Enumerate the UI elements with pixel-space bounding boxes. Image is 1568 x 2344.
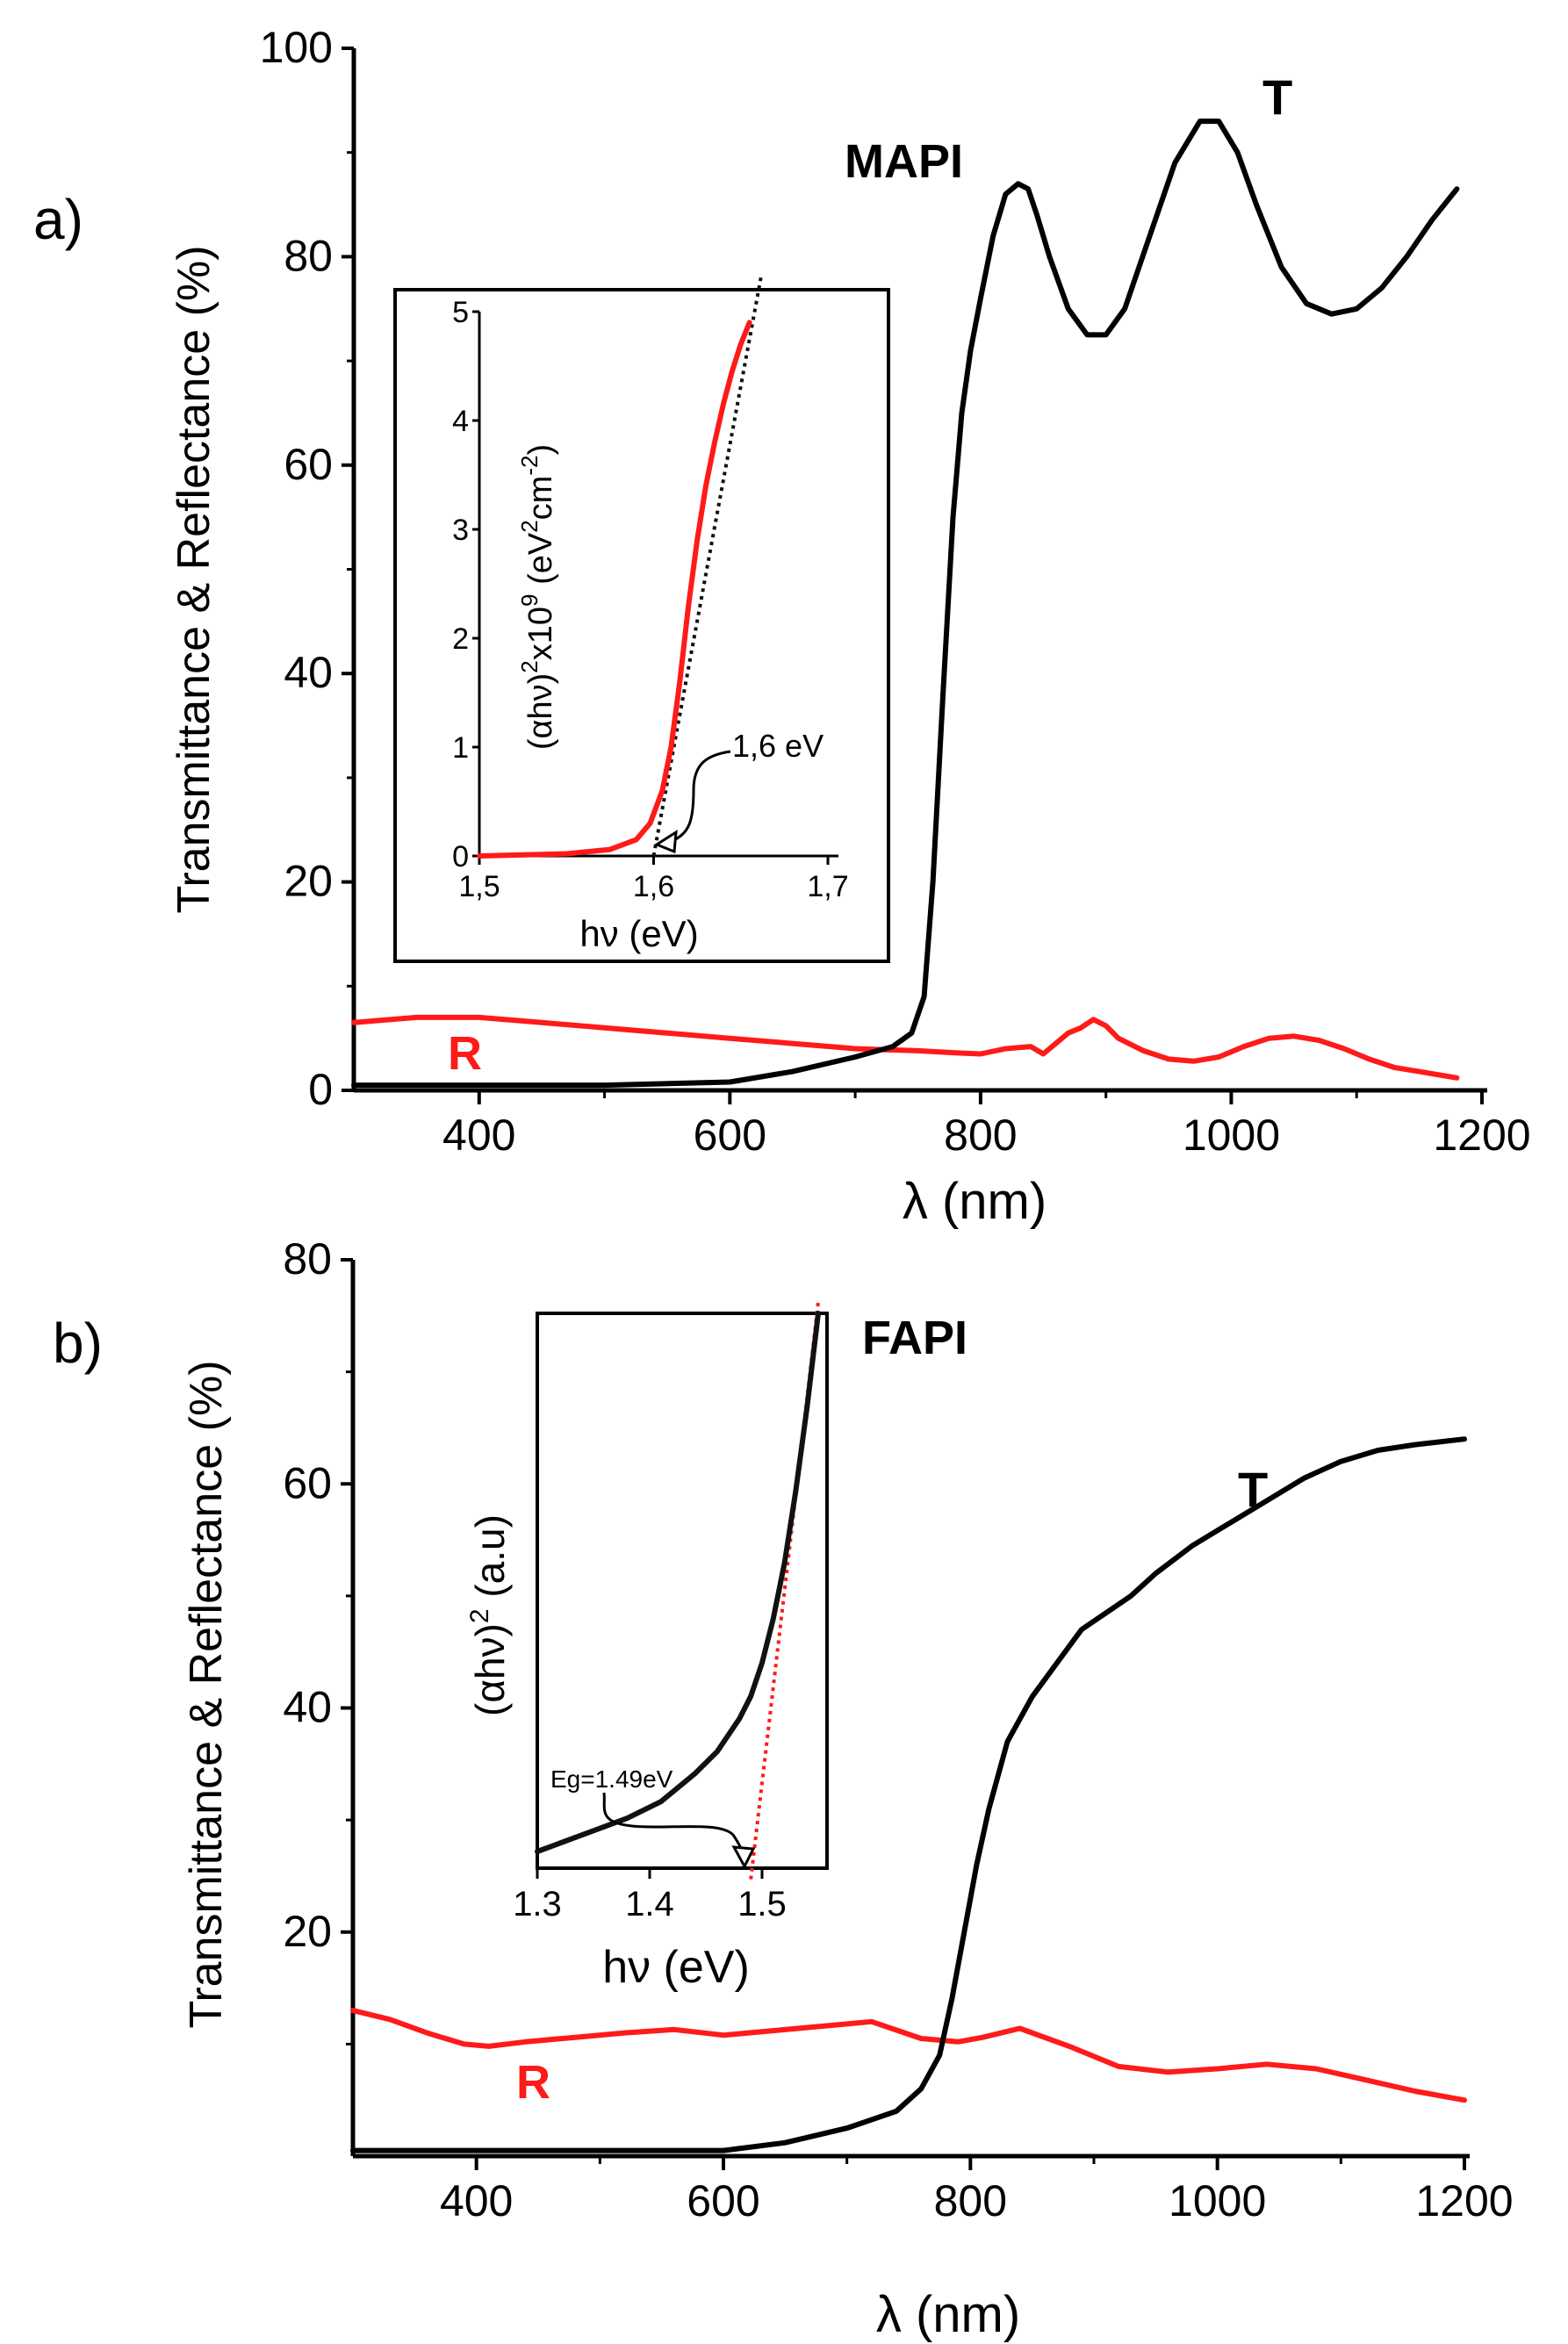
series-line-t: [350, 1436, 1467, 2153]
y-tick-label: 80: [284, 231, 333, 280]
inset-x-tick-label: 1.4: [625, 1885, 674, 1923]
inset-axes: 1,5 1,6 1,7 0 1 2 3 4 5: [452, 296, 849, 903]
inset-y-tick-label: 2: [452, 622, 469, 656]
x-tick-label: 1200: [1433, 1111, 1530, 1160]
inset-annotation: 1,6 eV: [732, 728, 824, 764]
panel-a: a) Transmittance & Reflectance (%) 02040…: [33, 23, 1531, 1230]
sample-label: MAPI: [845, 135, 963, 188]
annotation-arrowhead: [731, 1845, 756, 1870]
plot-lines: [351, 119, 1460, 1089]
inset-y-tick-label: 0: [452, 840, 469, 874]
inset-annotation: Eg=1.49eV: [550, 1765, 673, 1793]
inset-lines: [477, 273, 764, 859]
series-line-r: [350, 2008, 1467, 2103]
inset-y-axis-label: (αhν)2x109 (eV2cm-2): [516, 444, 559, 750]
y-tick-label: 20: [283, 1907, 332, 1956]
y-tick-label: 40: [284, 648, 333, 697]
y-tick-label: 0: [308, 1065, 333, 1114]
x-axis-label: λ (nm): [876, 2286, 1020, 2343]
y-tick-label: 80: [283, 1234, 332, 1283]
y-tick-label: 20: [284, 857, 333, 906]
axes: 20 40 60 80 400 600 800 1000 1200: [283, 1234, 1513, 2225]
panel-label: b): [53, 1312, 103, 1375]
inset-x-tick-label: 1.5: [737, 1885, 787, 1923]
series-label-r: R: [516, 2056, 550, 2109]
y-tick-label: 100: [260, 23, 333, 72]
y-axis-label: Transmittance & Reflectance (%): [181, 1360, 232, 2028]
inset-axes: 1.3 1.4 1.5: [513, 1313, 827, 1923]
x-tick-label: 1000: [1169, 2176, 1266, 2225]
inset-frame: [393, 288, 890, 963]
inset-y-tick-label: 5: [452, 296, 469, 329]
annotation-arrow: [602, 1792, 746, 1855]
inset-x-tick-label: 1,6: [633, 870, 674, 903]
inset-series-line: [535, 1311, 821, 1854]
annotation-arrowhead: [653, 830, 678, 854]
x-tick-label: 600: [687, 2176, 759, 2225]
x-tick-label: 400: [440, 2176, 513, 2225]
inset-x-tick-label: 1,7: [807, 870, 848, 903]
inset-b: 1.3 1.4 1.5 (αhν)2 (a.u) hν (eV) Eg=1.49eV: [465, 1302, 829, 1993]
x-tick-label: 800: [934, 2176, 1007, 2225]
inset-x-tick-label: 1,5: [458, 870, 500, 903]
y-axis-label: Transmittance & Reflectance (%): [169, 245, 219, 913]
x-tick-label: 800: [944, 1111, 1017, 1160]
inset-y-tick-label: 4: [452, 405, 469, 438]
inset-lines: [535, 1302, 821, 1880]
series-label-t: T: [1262, 69, 1292, 125]
x-tick-label: 1200: [1415, 2176, 1513, 2225]
series-line-r: [351, 1014, 1460, 1081]
x-tick-label: 600: [694, 1111, 766, 1160]
inset-y-axis-label: (αhν)2 (a.u): [465, 1514, 513, 1716]
y-tick-label: 60: [284, 440, 333, 489]
panel-label: a): [33, 188, 83, 251]
y-tick-label: 60: [283, 1458, 332, 1507]
inset-y-tick-label: 3: [452, 514, 469, 547]
annotation-arrow: [671, 750, 731, 843]
panel-b: b) Transmittance & Reflectance (%) 20 40 6…: [53, 1234, 1514, 2343]
inset-series-line: [477, 320, 752, 859]
inset-y-tick-label: 1: [452, 731, 469, 765]
x-axis-label: λ (nm): [903, 1173, 1047, 1230]
inset-x-axis-label: hν (eV): [602, 1942, 750, 1993]
sample-label: FAPI: [862, 1312, 967, 1364]
series-label-r: R: [448, 1027, 482, 1080]
inset-a: 1,5 1,6 1,7 0 1 2 3 4 5 (αhν)2x109 (eV2cm-2) hν …: [393, 273, 890, 963]
x-tick-label: 1000: [1183, 1111, 1280, 1160]
x-tick-label: 400: [442, 1111, 515, 1160]
series-line-t: [351, 119, 1460, 1089]
inset-x-axis-label: hν (eV): [579, 913, 698, 954]
plot-lines: [350, 1436, 1467, 2153]
y-tick-label: 40: [283, 1683, 332, 1732]
series-label-t: T: [1238, 1462, 1268, 1517]
inset-x-tick-label: 1.3: [513, 1885, 562, 1923]
